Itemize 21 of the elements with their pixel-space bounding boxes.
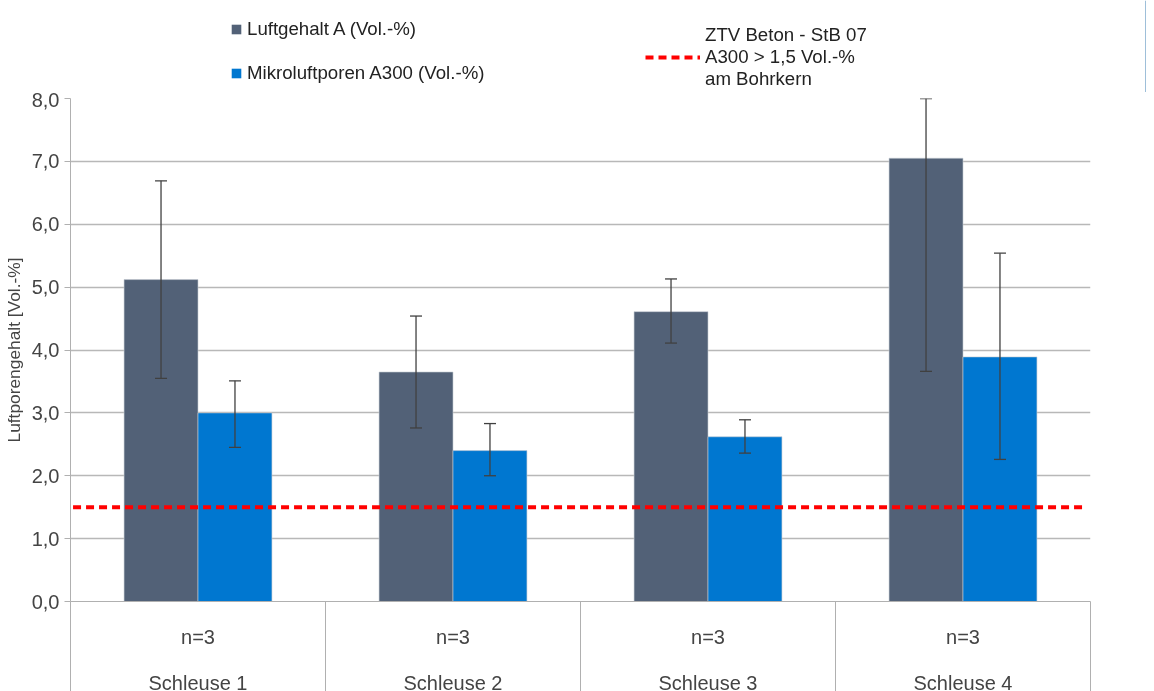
y-axis-title: Luftporengehalt [Vol.-%] <box>3 257 24 443</box>
x-tick-label: Schleuse 3 <box>658 671 758 691</box>
x-tick-label: Schleuse 2 <box>403 671 503 691</box>
y-tick-label: 6,0 <box>31 213 60 236</box>
y-tick-label: 5,0 <box>31 276 60 299</box>
text: n=3 <box>691 625 725 648</box>
y-tick-label: 7,0 <box>31 150 60 173</box>
y-tick-label: 1,0 <box>31 527 60 550</box>
y-tick-label: 8,0 <box>31 88 60 111</box>
x-tick-label: Schleuse 1 <box>148 671 248 691</box>
y-tick-label: 0,0 <box>31 590 60 613</box>
y-tick-label: 4,0 <box>31 339 60 361</box>
y-tick-label: 2,0 <box>31 464 60 487</box>
text: n=3 <box>436 625 470 648</box>
legend-label: Luftgehalt A (Vol.-%) <box>247 18 417 40</box>
text: n=3 <box>181 625 215 648</box>
legend-label: Mikroluftporen A300 (Vol.-%) <box>247 62 485 84</box>
legend-label: ZTV Beton - StB 07 A300 > 1,5 Vol.-% am Bohrkern <box>705 24 867 90</box>
x-tick-label: Schleuse 4 <box>913 671 1013 691</box>
text: n=3 <box>946 625 980 648</box>
y-tick-label: 3,0 <box>31 401 60 424</box>
